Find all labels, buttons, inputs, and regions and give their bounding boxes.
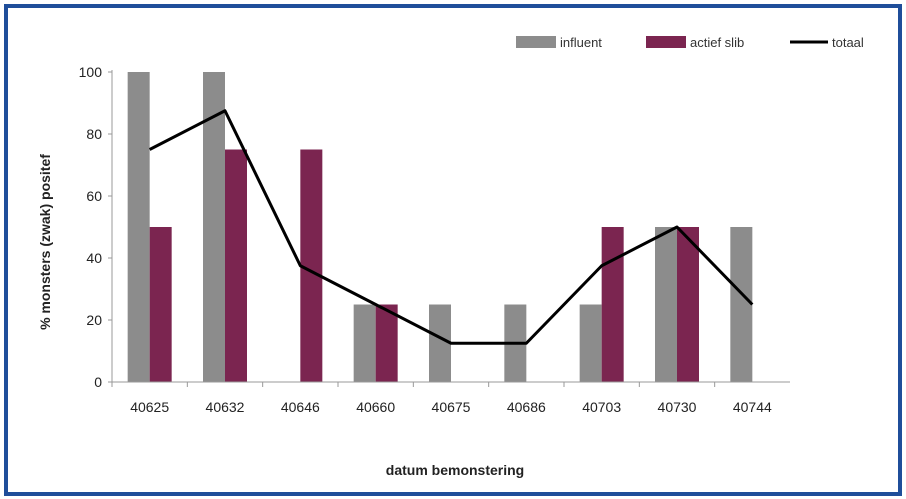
bar-influent — [655, 227, 677, 382]
legend-swatch — [646, 36, 686, 48]
line-totaal — [148, 109, 754, 345]
bar-actief-slib — [375, 304, 398, 382]
x-tick-label: 40632 — [206, 399, 245, 415]
legend-swatch — [516, 36, 556, 48]
y-axis-label: % monsters (zwak) positef — [37, 154, 53, 330]
x-tick-label: 40744 — [733, 399, 772, 415]
x-axis: 40625 40632 40646 40660 40675 40686 40703 40730… — [111, 381, 790, 415]
y-axis: 0 20 40 60 80 100 — [79, 64, 113, 390]
y-tick-label: 80 — [86, 126, 102, 142]
legend-label: totaal — [832, 35, 864, 50]
legend-label: actief slib — [690, 35, 744, 50]
y-tick-label: 40 — [86, 250, 102, 266]
x-tick-label: 40730 — [658, 399, 697, 415]
bar-influent — [429, 304, 451, 382]
x-tick-label: 40660 — [356, 399, 395, 415]
x-tick-label: 40686 — [507, 399, 546, 415]
y-tick-label: 100 — [79, 64, 103, 80]
y-tick-label: 0 — [94, 374, 102, 390]
bar-influent — [730, 227, 753, 382]
bar-actief-slib — [677, 227, 699, 382]
x-axis-label: datum bemonstering — [386, 462, 524, 478]
x-tick-label: 40675 — [432, 399, 471, 415]
bar-influent — [127, 72, 150, 382]
bar-actief-slib — [149, 227, 172, 382]
x-tick-label: 40625 — [130, 399, 169, 415]
x-tick-label: 40646 — [281, 399, 320, 415]
bar-actief-slib — [601, 227, 624, 382]
y-tick-label: 60 — [86, 188, 102, 204]
plot-area — [127, 72, 754, 382]
x-tick-label: 40703 — [582, 399, 621, 415]
bar-actief-slib — [225, 149, 247, 382]
bar-influent — [579, 304, 602, 382]
bar-influent — [353, 304, 376, 382]
legend: influent actief slib totaal — [516, 35, 864, 50]
y-tick-label: 20 — [86, 312, 102, 328]
bar-influent — [203, 72, 225, 382]
legend-label: influent — [560, 35, 602, 50]
bar-actief-slib — [300, 149, 323, 382]
